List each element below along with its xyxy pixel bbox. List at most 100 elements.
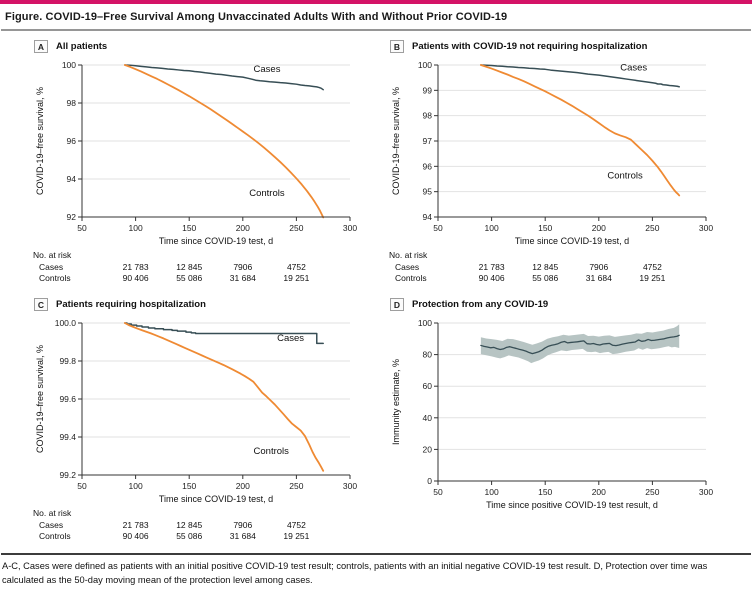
svg-text:96: 96 (423, 161, 433, 171)
svg-text:12 845: 12 845 (532, 262, 558, 272)
svg-text:20: 20 (423, 444, 433, 454)
svg-text:90 406: 90 406 (479, 273, 505, 283)
svg-text:200: 200 (236, 481, 250, 491)
svg-text:Cases: Cases (277, 333, 304, 344)
svg-text:Controls: Controls (249, 188, 285, 199)
panel-c-title: Patients requiring hospitalization (56, 299, 206, 310)
svg-text:55 086: 55 086 (176, 273, 202, 283)
svg-text:98: 98 (423, 111, 433, 121)
svg-text:99.4: 99.4 (59, 432, 76, 442)
panel-c: C Patients requiring hospitalization Cas… (32, 297, 386, 547)
svg-text:95: 95 (423, 187, 433, 197)
svg-text:COVID-19–free survival, %: COVID-19–free survival, % (35, 87, 45, 195)
svg-text:100: 100 (129, 481, 143, 491)
svg-text:300: 300 (699, 487, 713, 497)
svg-text:Controls: Controls (254, 446, 290, 457)
svg-text:50: 50 (433, 487, 443, 497)
svg-text:97: 97 (423, 136, 433, 146)
svg-text:Cases: Cases (254, 64, 281, 75)
svg-text:55 086: 55 086 (532, 273, 558, 283)
svg-text:21 783: 21 783 (479, 262, 505, 272)
panel-b: B Patients with COVID-19 not requiring h… (388, 39, 748, 289)
svg-text:80: 80 (423, 350, 433, 360)
accent-bar (0, 0, 752, 4)
svg-text:50: 50 (433, 223, 443, 233)
svg-text:0: 0 (427, 476, 432, 486)
svg-text:Controls: Controls (39, 531, 71, 541)
svg-text:200: 200 (236, 223, 250, 233)
svg-text:100.0: 100.0 (55, 318, 77, 328)
svg-text:Cases: Cases (39, 262, 63, 272)
svg-text:100: 100 (62, 60, 76, 70)
svg-text:100: 100 (485, 223, 499, 233)
svg-text:Controls: Controls (395, 273, 427, 283)
panel-a-chart: Cases Controls 92 94 96 98 100 50 100 150 200 250 30… (32, 57, 386, 289)
svg-text:100: 100 (418, 318, 432, 328)
title-divider (1, 29, 751, 31)
svg-text:100: 100 (129, 223, 143, 233)
svg-text:50: 50 (77, 481, 87, 491)
svg-text:Time since COVID-19 test, d: Time since COVID-19 test, d (515, 236, 629, 246)
panel-a: A All patients Cases Controls 92 94 96 98 100 5… (32, 39, 386, 289)
svg-text:60: 60 (423, 381, 433, 391)
svg-text:7906: 7906 (589, 262, 608, 272)
svg-text:150: 150 (182, 481, 196, 491)
panel-d-chart: 0 20 40 60 80 100 50 100 150 200 250 300 Time since … (388, 315, 748, 515)
svg-text:98: 98 (67, 98, 77, 108)
svg-text:99.6: 99.6 (59, 394, 76, 404)
svg-text:COVID-19–free survival, %: COVID-19–free survival, % (391, 87, 401, 195)
footnote-divider (1, 553, 751, 555)
svg-text:96: 96 (67, 136, 77, 146)
svg-text:No. at risk: No. at risk (389, 250, 428, 260)
svg-text:99.8: 99.8 (59, 356, 76, 366)
svg-text:55 086: 55 086 (176, 531, 202, 541)
svg-text:12 845: 12 845 (176, 520, 202, 530)
svg-text:7906: 7906 (233, 520, 252, 530)
svg-text:250: 250 (645, 487, 659, 497)
svg-text:94: 94 (67, 174, 77, 184)
svg-text:Immunity estimate, %: Immunity estimate, % (391, 359, 401, 445)
panel-a-title: All patients (56, 41, 108, 52)
svg-text:100: 100 (418, 60, 432, 70)
svg-text:7906: 7906 (233, 262, 252, 272)
svg-text:50: 50 (77, 223, 87, 233)
svg-text:4752: 4752 (287, 520, 306, 530)
figure-footnote: A-C, Cases were defined as patients with… (2, 561, 708, 585)
panel-grid: A All patients Cases Controls 92 94 96 98 100 5… (0, 31, 752, 547)
svg-text:Controls: Controls (39, 273, 71, 283)
svg-text:4752: 4752 (643, 262, 662, 272)
svg-text:300: 300 (699, 223, 713, 233)
panel-a-header: A All patients (34, 39, 386, 54)
panel-b-title: Patients with COVID-19 not requiring hos… (412, 41, 648, 52)
panel-c-header: C Patients requiring hospitalization (34, 297, 386, 312)
svg-text:4752: 4752 (287, 262, 306, 272)
panel-d-title: Protection from any COVID-19 (412, 299, 549, 310)
figure-title: Figure. COVID-19–Free Survival Among Unv… (5, 11, 508, 23)
svg-text:No. at risk: No. at risk (33, 508, 72, 518)
svg-text:150: 150 (182, 223, 196, 233)
svg-text:21 783: 21 783 (123, 520, 149, 530)
svg-text:94: 94 (423, 212, 433, 222)
svg-text:90 406: 90 406 (123, 531, 149, 541)
svg-text:200: 200 (592, 487, 606, 497)
svg-text:99.2: 99.2 (59, 470, 76, 480)
svg-text:99: 99 (423, 85, 433, 95)
panel-c-letter: C (34, 298, 48, 311)
svg-text:92: 92 (67, 212, 77, 222)
svg-text:Cases: Cases (395, 262, 419, 272)
svg-text:COVID-19–free survival, %: COVID-19–free survival, % (35, 345, 45, 453)
svg-text:300: 300 (343, 223, 357, 233)
svg-text:Time since COVID-19 test, d: Time since COVID-19 test, d (159, 236, 273, 246)
panel-d-header: D Protection from any COVID-19 (390, 297, 748, 312)
svg-text:Cases: Cases (620, 63, 647, 74)
svg-text:300: 300 (343, 481, 357, 491)
svg-text:Controls: Controls (607, 170, 643, 181)
svg-text:150: 150 (538, 223, 552, 233)
svg-text:12 845: 12 845 (176, 262, 202, 272)
svg-text:21 783: 21 783 (123, 262, 149, 272)
svg-text:250: 250 (645, 223, 659, 233)
panel-a-letter: A (34, 40, 48, 53)
svg-text:250: 250 (289, 481, 303, 491)
svg-text:200: 200 (592, 223, 606, 233)
